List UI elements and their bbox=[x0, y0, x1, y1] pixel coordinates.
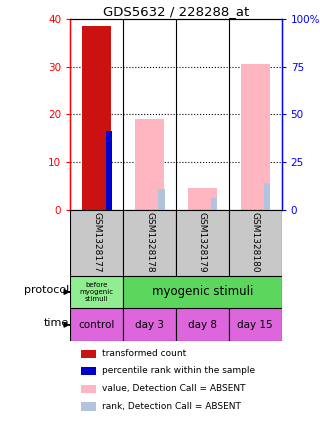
Text: transformed count: transformed count bbox=[102, 349, 186, 358]
Text: myogenic stimuli: myogenic stimuli bbox=[152, 286, 253, 299]
Bar bbox=[264, 183, 270, 210]
Bar bbox=[70, 275, 123, 308]
Bar bbox=[81, 402, 96, 411]
Bar bbox=[82, 26, 111, 210]
Text: day 3: day 3 bbox=[135, 320, 164, 330]
Bar bbox=[158, 189, 165, 210]
Bar bbox=[135, 119, 164, 210]
Bar bbox=[123, 308, 176, 341]
Text: before
myogenic
stimuli: before myogenic stimuli bbox=[80, 282, 114, 302]
Text: day 8: day 8 bbox=[188, 320, 217, 330]
Bar bbox=[81, 350, 96, 358]
Bar bbox=[176, 210, 229, 275]
Bar bbox=[81, 367, 96, 375]
Bar bbox=[176, 308, 229, 341]
Text: GSM1328177: GSM1328177 bbox=[92, 212, 101, 273]
Bar bbox=[188, 189, 217, 210]
Bar bbox=[229, 210, 282, 275]
Bar bbox=[241, 64, 270, 210]
Text: control: control bbox=[79, 320, 115, 330]
Title: GDS5632 / 228288_at: GDS5632 / 228288_at bbox=[103, 5, 249, 18]
Bar bbox=[211, 198, 218, 210]
Text: GSM1328178: GSM1328178 bbox=[145, 212, 154, 273]
Text: percentile rank within the sample: percentile rank within the sample bbox=[102, 366, 255, 375]
Text: day 15: day 15 bbox=[237, 320, 273, 330]
Text: rank, Detection Call = ABSENT: rank, Detection Call = ABSENT bbox=[102, 402, 241, 411]
Bar bbox=[70, 308, 123, 341]
Text: protocol: protocol bbox=[24, 286, 69, 295]
Bar bbox=[70, 210, 123, 275]
Bar bbox=[81, 385, 96, 393]
Bar bbox=[106, 131, 112, 210]
Bar bbox=[123, 275, 282, 308]
Text: GSM1328180: GSM1328180 bbox=[251, 212, 260, 273]
Text: value, Detection Call = ABSENT: value, Detection Call = ABSENT bbox=[102, 384, 245, 393]
Text: GSM1328179: GSM1328179 bbox=[198, 212, 207, 273]
Bar bbox=[229, 308, 282, 341]
Text: time: time bbox=[44, 318, 69, 328]
Bar bbox=[123, 210, 176, 275]
